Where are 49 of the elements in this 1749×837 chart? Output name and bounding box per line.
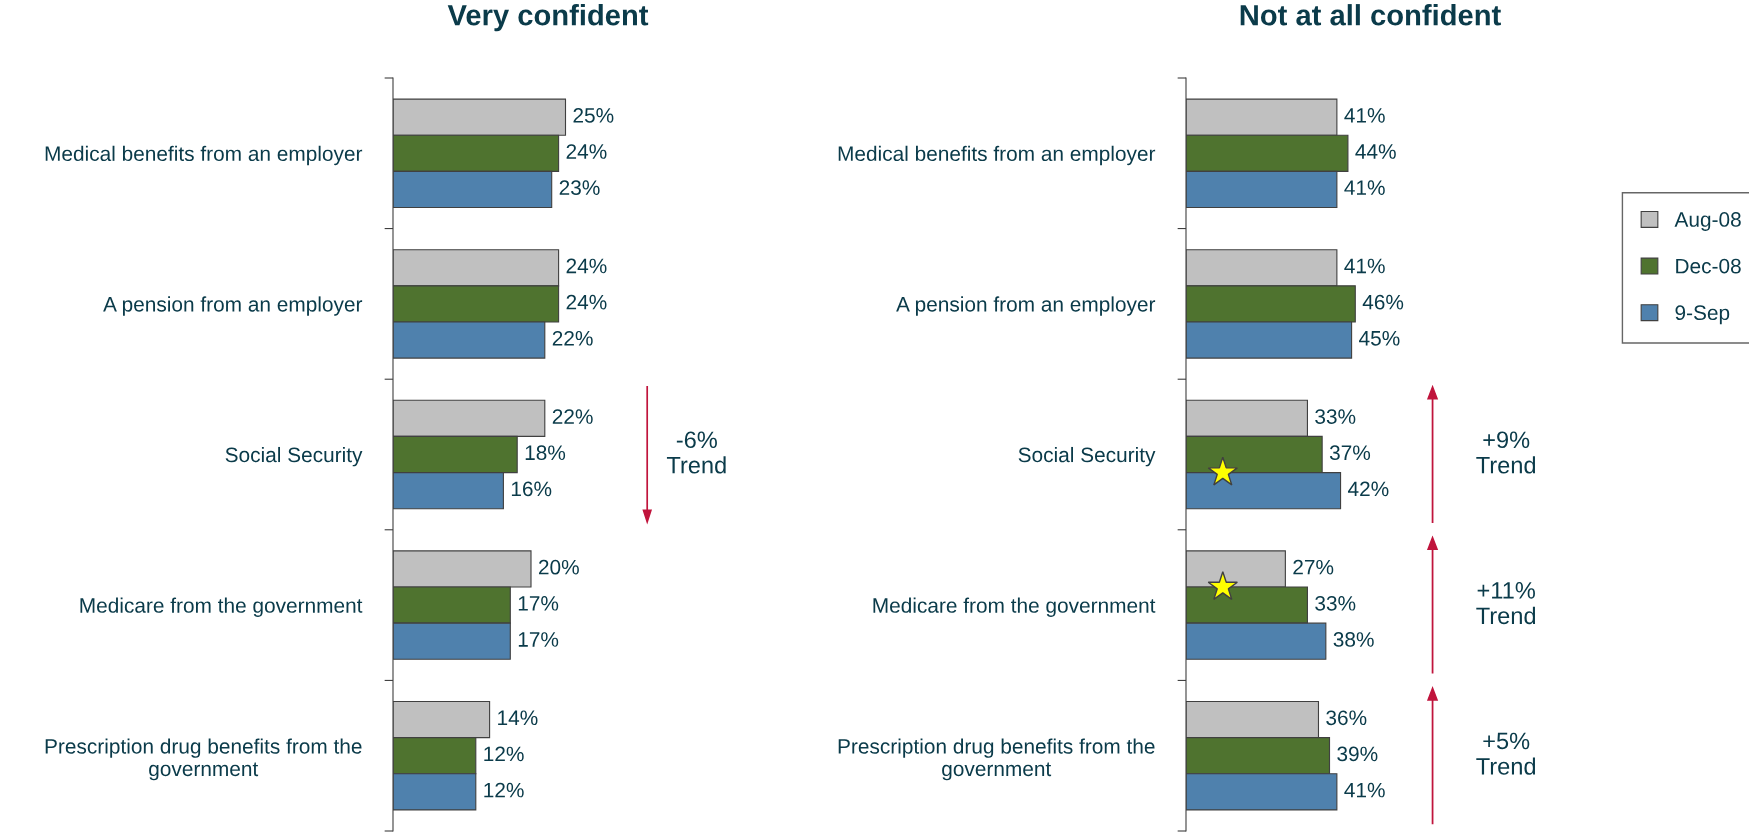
data-label: 25% [573,108,614,123]
data-label: 23% [559,180,600,196]
data-label: 33% [1315,409,1356,424]
y-tick-label: Prescription drug benefits from the government [45,738,362,781]
chart-title: Very confident [447,4,649,32]
y-tick-label: Social Security [225,446,363,467]
y-tick-label: Medicare from the government [80,597,363,617]
data-label: 18% [525,445,566,461]
data-label: 42% [1347,481,1389,497]
data-label: 46% [1362,294,1404,310]
data-label: 22% [552,409,593,424]
data-label: 36% [1326,710,1367,726]
text: -6% Trend [666,431,726,474]
y-tick-label: Medical benefits from an employer [45,145,363,166]
data-label: 12% [484,746,524,762]
data-label: 24% [566,144,607,159]
y-tick-label: Prescription drug benefits from the government [838,738,1155,781]
data-label: 41% [1344,782,1385,798]
data-label: 20% [538,559,579,575]
data-label: 17% [518,596,559,611]
data-label: 37% [1329,445,1371,461]
text: +5% Trend [1476,732,1536,775]
text: +11% Trend [1476,582,1536,625]
y-tick-label: Social Security [1018,446,1156,467]
text: +9% Trend [1476,431,1536,474]
legend-label: 9-Sep [1675,305,1730,325]
data-label: 33% [1315,595,1356,611]
y-tick-label: Medicare from the government [873,597,1156,617]
chart-title: Not at all confident [1240,4,1501,26]
data-label: 14% [498,710,538,726]
data-label: 24% [566,258,607,274]
legend-label: Dec-08 [1676,258,1741,274]
y-tick-label: A pension from an employer [103,296,363,316]
data-label: 38% [1333,632,1374,647]
data-label: 44% [1355,144,1396,159]
legend-label: Aug-08 [1674,212,1741,231]
data-label: 41% [1344,258,1385,274]
data-label: 27% [1293,559,1334,575]
data-label: 41% [1344,180,1385,195]
data-label: 17% [518,632,559,647]
data-label: 45% [1359,330,1400,346]
data-label: 39% [1337,746,1378,762]
data-label: 16% [511,481,552,497]
data-label: 41% [1344,108,1385,123]
y-tick-label: Medical benefits from an employer [838,145,1156,166]
data-label: 12% [484,782,524,798]
data-label: 24% [566,294,607,310]
y-tick-label: A pension from an employer [896,296,1156,316]
data-label: 22% [552,330,593,346]
